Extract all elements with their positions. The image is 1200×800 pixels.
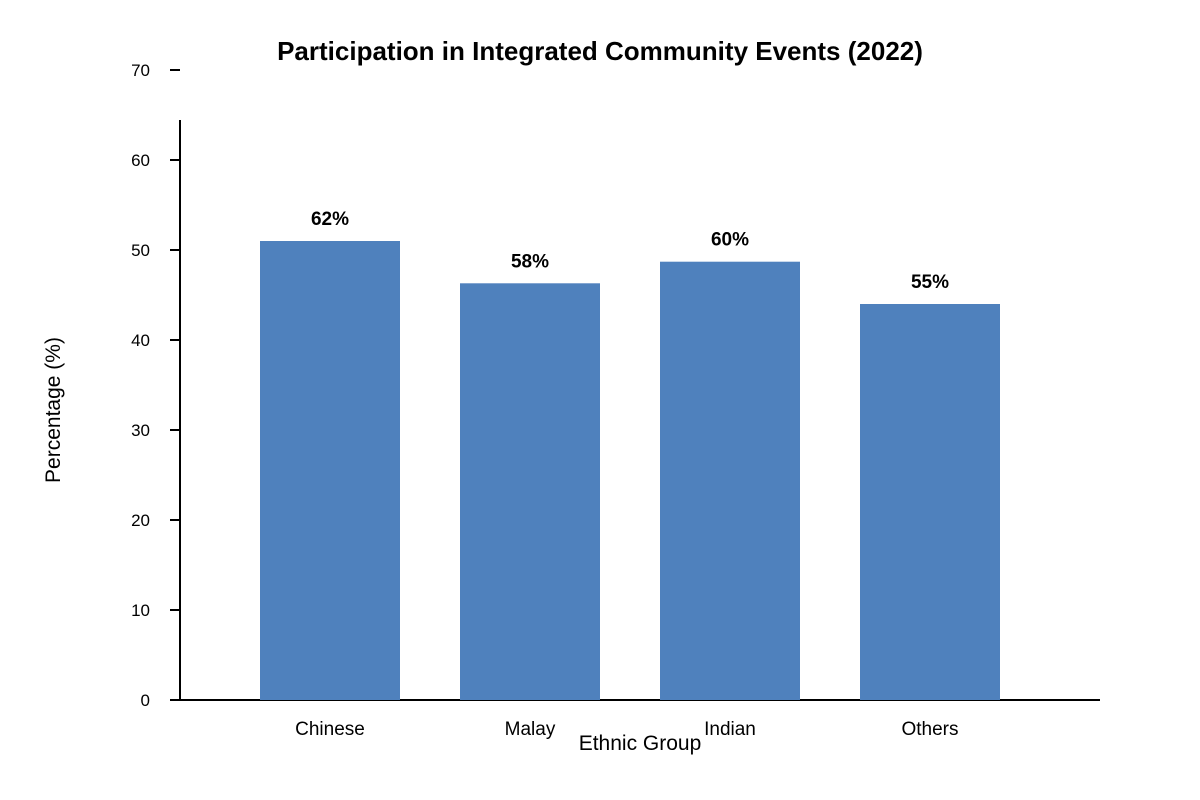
bar	[260, 241, 400, 700]
y-tick-label: 40	[131, 331, 150, 350]
bar	[660, 261, 800, 700]
bar-data-label: 60%	[711, 230, 749, 251]
y-tick-label: 60	[131, 151, 150, 170]
bar	[460, 283, 600, 700]
x-axis-label: Ethnic Group	[579, 732, 702, 755]
chart-title: Participation in Integrated Community Ev…	[277, 36, 923, 66]
y-tick-label: 0	[141, 691, 150, 710]
plot-area: 0 10 20 30 40 50 60 70 62% Chinese 58% Malay 60% Indi…	[131, 61, 1100, 740]
bar-data-label: 55%	[911, 272, 949, 293]
y-tick-label: 30	[131, 421, 150, 440]
y-tick-label: 70	[131, 61, 150, 80]
y-axis-label: Percentage (%)	[42, 337, 65, 483]
bar-data-label: 58%	[511, 251, 549, 272]
x-tick-label: Malay	[505, 719, 556, 740]
y-tick-label: 20	[131, 511, 150, 530]
bar	[860, 304, 1000, 700]
x-tick-label: Others	[901, 719, 958, 740]
y-tick-label: 10	[131, 601, 150, 620]
bar-data-label: 62%	[311, 209, 349, 230]
x-tick-label: Chinese	[295, 719, 365, 740]
y-tick-label: 50	[131, 241, 150, 260]
x-tick-label: Indian	[704, 719, 756, 740]
